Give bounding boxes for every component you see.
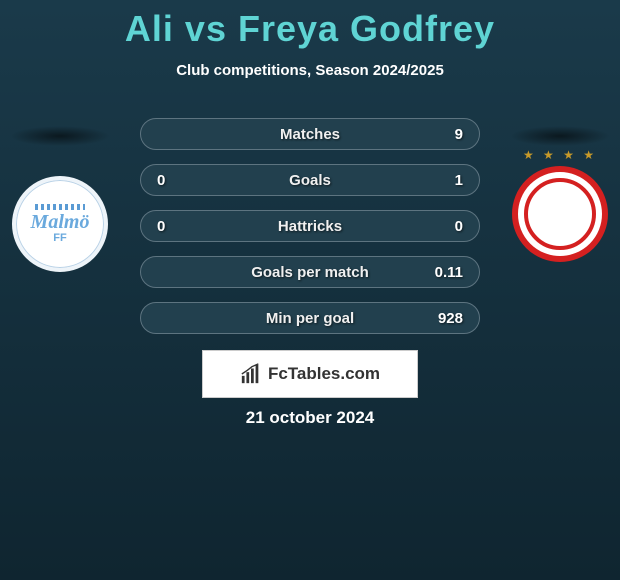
- malmo-text1: Malmö: [31, 212, 90, 232]
- chart-icon: [240, 363, 262, 385]
- stat-right-value: 0.11: [423, 264, 463, 281]
- stat-left-value: 0: [157, 218, 197, 235]
- stat-right-value: 0: [423, 218, 463, 235]
- stat-label: Hattricks: [278, 218, 342, 235]
- club-badge-right-wrap: ★ ★ ★ ★: [512, 166, 608, 262]
- player-left-column: Malmö FF: [0, 108, 120, 272]
- stat-label: Min per goal: [266, 310, 354, 327]
- stat-left-value: 0: [157, 172, 197, 189]
- comparison-body: Malmö FF ★ ★ ★ ★ Matches 9 0 Goals 1 0 H…: [0, 108, 620, 358]
- brand-box[interactable]: FcTables.com: [202, 350, 418, 398]
- stats-list: Matches 9 0 Goals 1 0 Hattricks 0 Goals …: [140, 118, 480, 334]
- stat-label: Matches: [280, 126, 340, 143]
- player-left-shadow: [10, 126, 110, 146]
- stat-row-hattricks: 0 Hattricks 0: [140, 210, 480, 242]
- stat-row-matches: Matches 9: [140, 118, 480, 150]
- brand-text: FcTables.com: [268, 364, 380, 384]
- player-right-column: ★ ★ ★ ★: [500, 108, 620, 262]
- stat-row-goals-per-match: Goals per match 0.11: [140, 256, 480, 288]
- malmo-text2: FF: [53, 232, 66, 244]
- stat-right-value: 9: [423, 126, 463, 143]
- club-badge-right: [512, 166, 608, 262]
- stat-label: Goals per match: [251, 264, 369, 281]
- subtitle: Club competitions, Season 2024/2025: [0, 62, 620, 79]
- date-line: 21 october 2024: [0, 408, 620, 428]
- stat-row-min-per-goal: Min per goal 928: [140, 302, 480, 334]
- stat-right-value: 928: [423, 310, 463, 327]
- player-right-shadow: [510, 126, 610, 146]
- stars-icon: ★ ★ ★ ★: [512, 148, 608, 162]
- club-badge-left: Malmö FF: [12, 176, 108, 272]
- malmo-stripe-icon: [35, 204, 85, 210]
- stat-label: Goals: [289, 172, 331, 189]
- stat-right-value: 1: [423, 172, 463, 189]
- stat-row-goals: 0 Goals 1: [140, 164, 480, 196]
- page-title: Ali vs Freya Godfrey: [0, 0, 620, 50]
